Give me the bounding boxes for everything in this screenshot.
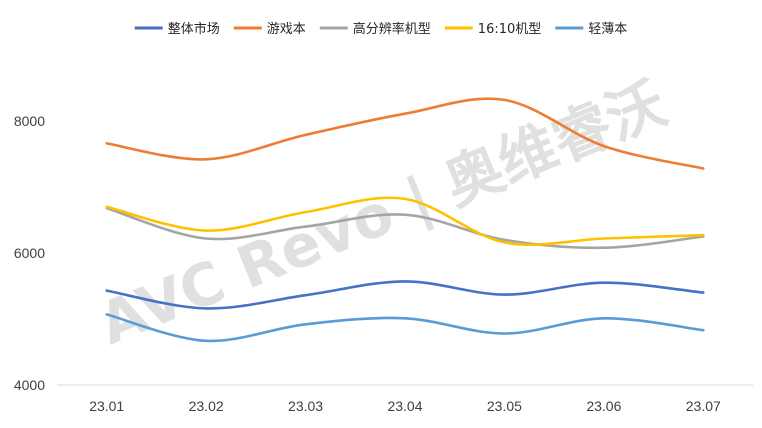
x-axis-ticks: 23.01 23.02 23.03 23.04 23.05 23.06 23.07 bbox=[89, 398, 721, 414]
series-line-4 bbox=[105, 313, 705, 343]
x-tick-label: 23.02 bbox=[189, 398, 224, 414]
legend-item: 16:10机型 bbox=[444, 22, 541, 37]
series-line-1 bbox=[105, 97, 705, 170]
watermark: AVC Revo | 奥维睿沃 bbox=[90, 69, 675, 358]
y-tick-label: 8000 bbox=[14, 113, 45, 129]
series-line-3 bbox=[105, 196, 705, 247]
legend-label: 轻薄本 bbox=[588, 22, 627, 37]
series-line-0 bbox=[105, 280, 705, 310]
x-tick-label: 23.04 bbox=[387, 398, 422, 414]
legend-label: 游戏本 bbox=[267, 22, 306, 37]
svg-text:AVC Revo | 奥维睿沃: AVC Revo | 奥维睿沃 bbox=[90, 69, 675, 358]
y-tick-label: 6000 bbox=[14, 245, 45, 261]
legend-label: 高分辨率机型 bbox=[353, 21, 431, 37]
x-tick-label: 23.05 bbox=[487, 398, 522, 414]
legend-item: 轻薄本 bbox=[555, 22, 627, 37]
legend: 整体市场 游戏本 高分辨率机型 16:10机型 轻薄本 bbox=[134, 21, 627, 37]
x-tick-label: 23.01 bbox=[89, 398, 124, 414]
x-tick-label: 23.07 bbox=[686, 398, 721, 414]
legend-label: 整体市场 bbox=[168, 21, 220, 37]
legend-label: 16:10机型 bbox=[478, 22, 541, 37]
series-line-2 bbox=[105, 206, 705, 250]
legend-item: 整体市场 bbox=[134, 21, 220, 37]
legend-item: 高分辨率机型 bbox=[319, 21, 431, 37]
legend-item: 游戏本 bbox=[233, 22, 306, 37]
y-axis-ticks: 4000 6000 8000 bbox=[14, 113, 45, 393]
x-tick-label: 23.06 bbox=[586, 398, 621, 414]
y-tick-label: 4000 bbox=[14, 377, 45, 393]
series-lines bbox=[105, 97, 705, 343]
x-tick-label: 23.03 bbox=[288, 398, 323, 414]
